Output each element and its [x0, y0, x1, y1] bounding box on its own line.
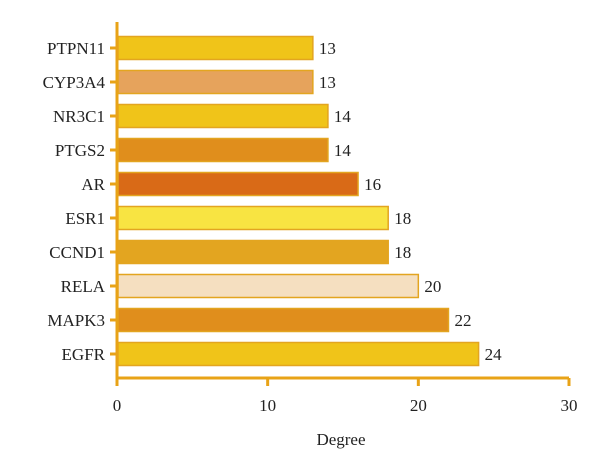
value-label: 18	[394, 243, 411, 262]
category-label: CCND1	[49, 243, 105, 262]
labels-layer: PTPN11 13 CYP3A4 13 NR3C1 14 PTGS2 14 AR 16 ESR1 18…	[43, 39, 578, 415]
category-label: CYP3A4	[43, 73, 106, 92]
value-label: 24	[485, 345, 503, 364]
bar-ccnd1	[117, 239, 389, 265]
category-label: EGFR	[62, 345, 106, 364]
bar-egfr	[117, 341, 480, 367]
x-tick-label: 20	[410, 396, 427, 415]
value-label: 13	[319, 39, 336, 58]
bar-ar	[117, 171, 359, 197]
category-label: NR3C1	[53, 107, 105, 126]
value-label: 18	[394, 209, 411, 228]
category-label: PTGS2	[55, 141, 105, 160]
bar-mapk3	[117, 307, 450, 333]
x-axis-title: Degree	[316, 430, 365, 449]
x-tick-label: 30	[561, 396, 578, 415]
value-label: 14	[334, 141, 352, 160]
x-tick-label: 10	[259, 396, 276, 415]
bar-nr3c1	[117, 103, 329, 129]
bar-rela	[117, 273, 420, 299]
category-label: MAPK3	[47, 311, 105, 330]
value-label: 14	[334, 107, 352, 126]
bars-layer	[117, 35, 480, 367]
category-label: PTPN11	[47, 39, 105, 58]
category-label: AR	[81, 175, 105, 194]
bar-ptgs2	[117, 137, 329, 163]
category-label: RELA	[61, 277, 106, 296]
x-tick-label: 0	[113, 396, 122, 415]
value-label: 13	[319, 73, 336, 92]
bar-ptpn11	[117, 35, 314, 61]
value-label: 22	[454, 311, 471, 330]
value-label: 20	[424, 277, 441, 296]
category-label: ESR1	[65, 209, 105, 228]
bar-esr1	[117, 205, 389, 231]
value-label: 16	[364, 175, 381, 194]
bar-cyp3a4	[117, 69, 314, 95]
